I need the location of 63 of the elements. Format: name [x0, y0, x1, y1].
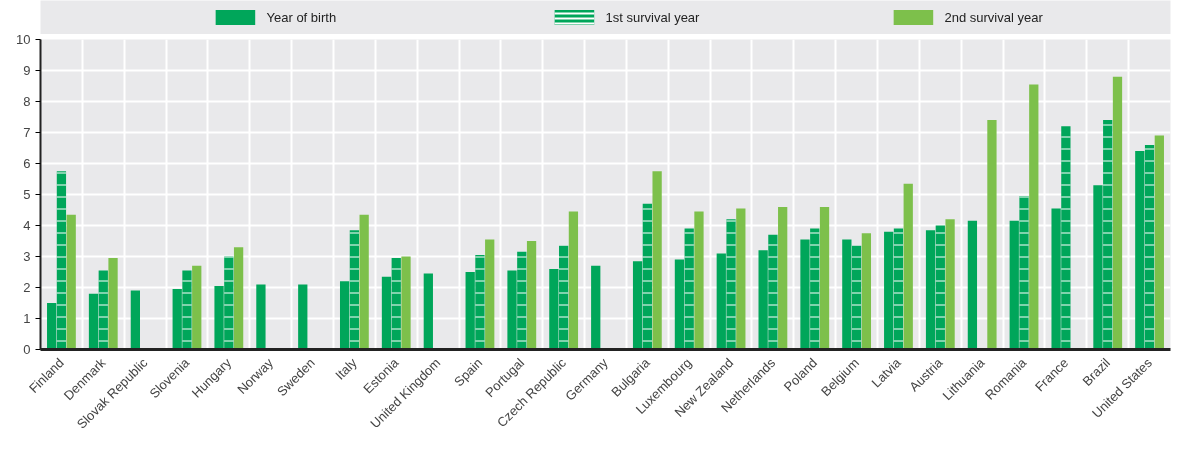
y-tick-label: 5: [23, 187, 31, 202]
bar: [884, 231, 894, 350]
bar: [778, 206, 788, 350]
bar: [652, 171, 662, 350]
bar: [88, 293, 99, 350]
bar: [256, 284, 266, 350]
bar: [800, 239, 810, 350]
y-tick-label: 8: [23, 94, 31, 109]
bar: [423, 273, 433, 350]
bar: [758, 250, 768, 350]
bar: [192, 265, 202, 350]
bar: [591, 265, 601, 350]
bar: [568, 211, 579, 350]
bar: [903, 183, 913, 350]
bar: [339, 281, 350, 350]
bar: [842, 239, 852, 350]
bar: [736, 208, 746, 350]
bar: [233, 247, 244, 350]
legend-label: 1st survival year: [605, 10, 701, 25]
bar: [819, 206, 830, 350]
y-tick-label: 10: [16, 32, 31, 47]
y-tick-label: 4: [23, 218, 31, 233]
bar: [1112, 76, 1123, 350]
y-tick-label: 2: [23, 280, 31, 295]
y-tick-label: 3: [23, 249, 31, 264]
bar: [359, 214, 369, 350]
bar: [66, 214, 76, 350]
bar: [945, 219, 955, 350]
bar: [526, 241, 537, 350]
bar: [1009, 220, 1019, 350]
bar: [485, 239, 495, 350]
bar: [1154, 135, 1164, 350]
bar: [1051, 208, 1061, 350]
bar: [632, 261, 643, 350]
bar: [987, 120, 997, 350]
bar: [507, 270, 517, 350]
bar: [401, 256, 411, 350]
bar: [130, 290, 140, 350]
x-tick-label: Italy: [332, 354, 361, 383]
bar: [967, 220, 978, 350]
bar: [1029, 84, 1039, 350]
legend-label: Year of birth: [266, 10, 337, 25]
bar: [108, 258, 118, 350]
bar: [694, 211, 704, 350]
bar: [172, 289, 182, 350]
y-tick-label: 6: [23, 156, 31, 171]
bar: [1135, 151, 1145, 350]
bar: [298, 284, 308, 350]
y-tick-label: 0: [23, 342, 31, 357]
bar: [214, 285, 224, 350]
bar: [47, 303, 57, 350]
bar: [674, 259, 685, 350]
bar: [465, 272, 475, 350]
bar: [925, 230, 936, 350]
y-tick-label: 9: [23, 63, 31, 78]
legend-label: 2nd survival year: [944, 10, 1044, 25]
y-tick-label: 7: [23, 125, 31, 140]
bar: [861, 233, 872, 350]
y-tick-label: 1: [23, 311, 31, 326]
bar: [381, 276, 392, 350]
bar: [716, 253, 726, 350]
bar: [549, 268, 559, 350]
bar: [1093, 185, 1103, 350]
